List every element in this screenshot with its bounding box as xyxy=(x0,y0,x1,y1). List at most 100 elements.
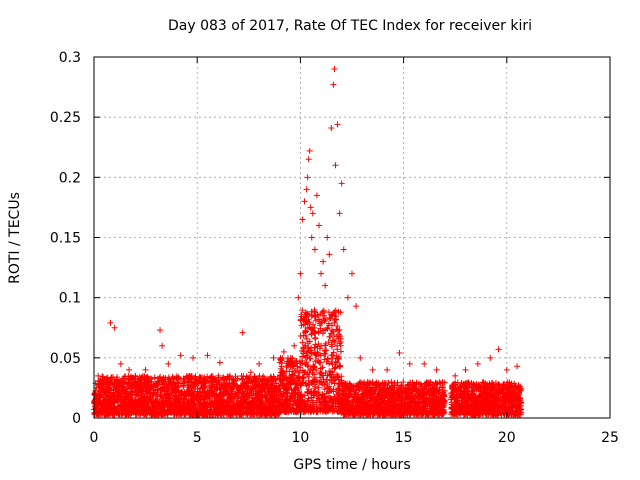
data-point-dense xyxy=(201,383,208,390)
data-point-dense xyxy=(184,398,191,405)
data-point-dense xyxy=(334,323,341,330)
data-point-dense xyxy=(328,404,335,411)
data-point-dense xyxy=(310,321,317,328)
data-point-dense xyxy=(181,410,188,417)
data-point-dense xyxy=(339,400,346,407)
data-point-dense xyxy=(299,339,306,346)
data-point-dense xyxy=(227,408,234,415)
data-point-dense xyxy=(308,331,315,338)
data-point-dense xyxy=(210,377,217,384)
data-point-dense xyxy=(374,391,381,398)
data-point-dense xyxy=(330,328,337,335)
data-point-dense xyxy=(166,376,173,383)
data-point-dense xyxy=(371,404,378,411)
data-point-dense xyxy=(367,386,374,393)
data-point-dense xyxy=(319,394,326,401)
data-point-dense xyxy=(286,378,293,385)
data-point-dense xyxy=(217,391,224,398)
data-point-dense xyxy=(344,383,351,390)
data-point-dense xyxy=(105,394,112,401)
data-point-dense xyxy=(211,393,218,400)
data-point-dense xyxy=(239,391,246,398)
data-point-dense xyxy=(226,380,233,387)
data-point-dense xyxy=(328,341,335,348)
data-point-dense xyxy=(269,394,276,401)
data-point-dense xyxy=(136,385,143,392)
data-point-dense xyxy=(302,309,309,316)
data-point-dense xyxy=(328,387,335,394)
data-point-dense xyxy=(303,335,310,342)
data-point-dense xyxy=(334,373,341,380)
data-point-dense xyxy=(111,408,118,415)
data-point-dense xyxy=(140,388,147,395)
data-point-dense xyxy=(323,403,330,410)
data-point-dense xyxy=(180,383,187,390)
data-point-dense xyxy=(177,380,184,387)
data-point-dense xyxy=(277,391,284,398)
data-point-dense xyxy=(228,375,235,382)
data-point-dense xyxy=(425,388,432,395)
data-point-dense xyxy=(311,344,318,351)
data-point-dense xyxy=(373,398,380,405)
data-point-dense xyxy=(396,411,403,418)
data-point-dense xyxy=(203,400,210,407)
data-point-dense xyxy=(431,411,438,418)
data-point-dense xyxy=(134,408,141,415)
data-point-dense xyxy=(233,400,240,407)
data-point-dense xyxy=(240,403,247,410)
data-point-dense xyxy=(173,395,180,402)
data-point-dense xyxy=(103,375,110,382)
data-point-dense xyxy=(300,345,307,352)
data-point-dense xyxy=(95,411,102,418)
data-point-dense xyxy=(334,355,341,362)
data-point-dense xyxy=(258,403,265,410)
chart-title: Day 083 of 2017, Rate Of TEC Index for r… xyxy=(167,18,532,34)
data-point-dense xyxy=(431,401,438,408)
data-point-dense xyxy=(255,404,262,411)
data-point-dense xyxy=(440,408,447,415)
data-point-dense xyxy=(319,372,326,379)
data-point-dense xyxy=(221,379,228,386)
data-point-dense xyxy=(327,333,334,340)
data-point-dense xyxy=(331,365,338,372)
data-point-dense xyxy=(135,397,142,404)
data-point-dense xyxy=(288,386,295,393)
data-point-dense xyxy=(152,381,159,388)
data-point-dense xyxy=(343,394,350,401)
data-point-dense xyxy=(300,332,307,339)
data-point-dense xyxy=(298,311,305,318)
data-point-dense xyxy=(250,385,257,392)
data-point-dense xyxy=(362,401,369,408)
data-point-dense xyxy=(134,389,141,396)
data-point-dense xyxy=(454,379,461,386)
data-point-dense xyxy=(216,392,223,399)
data-point-dense xyxy=(230,384,237,391)
data-point-dense xyxy=(440,397,447,404)
data-point-dense xyxy=(227,397,234,404)
data-point-dense xyxy=(367,380,374,387)
data-point-dense xyxy=(415,407,422,414)
data-point-dense xyxy=(431,389,438,396)
data-point-dense xyxy=(213,396,220,403)
data-point-dense xyxy=(302,321,309,328)
data-point-dense xyxy=(124,406,131,413)
data-point-dense xyxy=(171,386,178,393)
data-point-dense xyxy=(302,408,309,415)
data-point-dense xyxy=(301,404,308,411)
data-point-dense xyxy=(96,410,103,417)
data-point-dense xyxy=(178,402,185,409)
data-point-dense xyxy=(433,384,440,391)
data-point-dense xyxy=(139,393,146,400)
data-point-dense xyxy=(366,407,373,414)
data-point-dense xyxy=(317,398,324,405)
data-point-dense xyxy=(380,409,387,416)
data-point-dense xyxy=(304,389,311,396)
data-point-dense xyxy=(291,368,298,375)
data-point-dense xyxy=(371,395,378,402)
data-point-dense xyxy=(193,377,200,384)
data-point-dense xyxy=(351,396,358,403)
data-point-dense xyxy=(388,378,395,385)
data-point-dense xyxy=(245,375,252,382)
data-point-dense xyxy=(378,400,385,407)
data-point-dense xyxy=(298,390,305,397)
